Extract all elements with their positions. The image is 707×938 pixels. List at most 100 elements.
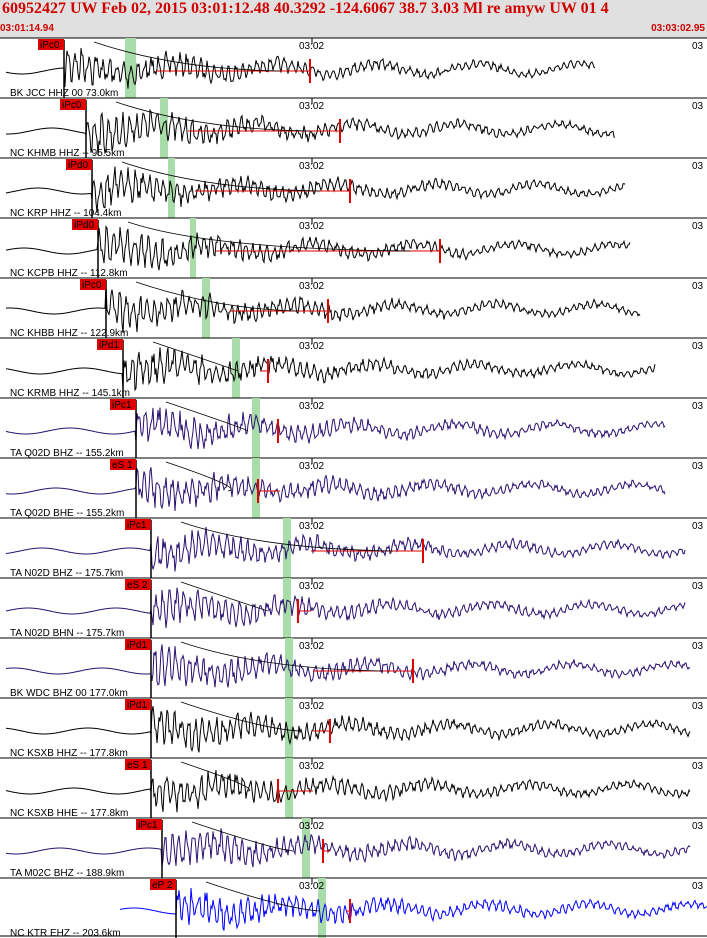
trace-row[interactable]: 03:02 03 iPd1 BK WDC BHZ 00 177.0km — [0, 637, 707, 699]
pick-label: iPd0 — [74, 220, 94, 231]
time-tick-label: 03:02 — [299, 821, 324, 832]
trace-row[interactable]: 03:02 03 iPd0 NC KRP HHZ -- 104.4km — [0, 157, 707, 219]
station-label: BK JCC HHZ 00 73.0km — [10, 88, 118, 99]
station-label: NC KRP HHZ -- 104.4km — [10, 208, 122, 219]
edge-time-label: 03 — [692, 281, 704, 292]
trace-row[interactable]: 03:02 03 iPc0 NC KHBB HHZ -- 122.9km — [0, 277, 707, 339]
pick-label: iPc1 — [127, 520, 147, 531]
envelope-curve — [180, 521, 394, 552]
pick-label: iPd1 — [127, 640, 147, 651]
pick-label: iPd1 — [127, 700, 147, 711]
station-label: TA Q02D BHE -- 155.2km — [10, 508, 124, 519]
station-label: TA N02D BHZ -- 175.7km — [10, 568, 123, 579]
envelope-curve — [165, 401, 249, 432]
trace-row[interactable]: 03:02 03 iPc0 BK JCC HHZ 00 73.0km — [0, 37, 707, 99]
trace-row[interactable]: 03:02 03 iPd1 NC KSXB HHZ -- 177.8km — [0, 697, 707, 759]
phase-window — [318, 878, 326, 938]
pick-label: iPd0 — [68, 160, 88, 171]
station-label: BK WDC BHZ 00 177.0km — [10, 688, 128, 699]
trace-row[interactable]: 03:02 03 iPc1 TA Q02D BHZ -- 155.2km — [0, 397, 707, 459]
pick-flag[interactable] — [110, 399, 136, 410]
waveform — [5, 347, 656, 392]
envelope-curve — [191, 821, 294, 852]
waveform — [5, 48, 596, 89]
phase-window — [190, 218, 196, 278]
pick-flag[interactable] — [125, 519, 151, 530]
pick-label: iPc0 — [62, 100, 82, 111]
edge-time-label: 03 — [692, 881, 704, 892]
pick-flag[interactable] — [125, 759, 151, 770]
pick-flag[interactable] — [80, 279, 106, 290]
waveform — [5, 769, 691, 813]
start-time-label: 03:01:14.94 — [0, 23, 54, 34]
edge-time-label: 03 — [692, 701, 704, 712]
pick-flag[interactable] — [150, 879, 176, 890]
envelope-curve — [180, 761, 251, 792]
phase-window — [202, 278, 210, 338]
pick-label: eS 1 — [112, 460, 133, 471]
trace-row[interactable]: 03:02 03 eS 1 TA Q02D BHE -- 155.2km — [0, 457, 707, 519]
trace-row[interactable]: 03:02 03 iPc1 TA N02D BHZ -- 175.7km — [0, 517, 707, 579]
waveform — [6, 108, 616, 156]
envelope-curve — [93, 41, 281, 72]
waveform — [5, 706, 691, 753]
waveform — [5, 644, 691, 688]
edge-time-label: 03 — [692, 401, 704, 412]
pick-flag[interactable] — [136, 819, 162, 830]
edge-time-label: 03 — [692, 341, 704, 352]
station-label: NC KHMB HHZ -- 95.5km — [10, 148, 124, 159]
phase-window — [285, 698, 293, 758]
pick-label: iPc1 — [112, 400, 132, 411]
waveform — [5, 467, 666, 512]
waveform — [5, 225, 631, 271]
trace-row[interactable]: 03:02 03 iPd1 NC KRMB HHZ -- 145.1km — [0, 337, 707, 399]
waveform — [6, 284, 641, 333]
time-tick-label: 03:02 — [299, 161, 324, 172]
envelope-curve — [180, 581, 269, 612]
pick-flag[interactable] — [60, 99, 86, 110]
edge-time-label: 03 — [692, 41, 704, 52]
pick-flag[interactable] — [125, 699, 151, 710]
envelope-curve — [121, 161, 321, 192]
edge-time-label: 03 — [692, 221, 704, 232]
pick-flag[interactable] — [125, 639, 151, 650]
pick-flag[interactable] — [97, 339, 123, 350]
pick-label: eP 2 — [152, 880, 173, 891]
pick-label: iPc0 — [40, 40, 60, 51]
phase-window — [283, 578, 291, 638]
pick-label: eS 1 — [127, 760, 148, 771]
station-label: NC KTR EHZ -- 203.6km — [10, 928, 121, 938]
station-label: TA Q02D BHZ -- 155.2km — [10, 448, 124, 459]
trace-row[interactable]: 03:02 03 iPd0 NC KCPB HHZ -- 112.8km — [0, 217, 707, 279]
edge-time-label: 03 — [692, 761, 704, 772]
envelope-curve — [165, 461, 232, 492]
pick-label: iPd1 — [99, 340, 119, 351]
time-tick-label: 03:02 — [299, 41, 324, 52]
envelope-curve — [152, 341, 239, 372]
pick-flag[interactable] — [110, 459, 136, 470]
pick-flag[interactable] — [38, 39, 64, 50]
phase-window — [160, 98, 168, 158]
waveform — [5, 526, 686, 572]
trace-row[interactable]: 03:02 03 iPc0 NC KHMB HHZ -- 95.5km — [0, 97, 707, 159]
station-label: TA M02C BHZ -- 188.9km — [10, 868, 124, 879]
phase-window — [283, 518, 291, 578]
pick-label: eS 2 — [127, 580, 148, 591]
pick-flag[interactable] — [66, 159, 92, 170]
edge-time-label: 03 — [692, 101, 704, 112]
trace-row[interactable]: 03:02 03 eS 2 TA N02D BHN -- 175.7km — [0, 577, 707, 639]
trace-row[interactable]: 03:02 03 iPc1 TA M02C BHZ -- 188.9km — [0, 817, 707, 879]
waveform — [119, 887, 707, 931]
waveform — [5, 828, 691, 868]
pick-flag[interactable] — [125, 579, 151, 590]
edge-time-label: 03 — [692, 521, 704, 532]
envelope-curve — [180, 701, 301, 732]
pick-flag[interactable] — [72, 219, 98, 230]
phase-window — [252, 458, 260, 518]
trace-row[interactable]: 03:02 03 eP 2 NC KTR EHZ -- 203.6km — [0, 877, 707, 938]
phase-window — [285, 758, 293, 818]
waveform — [5, 587, 686, 628]
trace-row[interactable]: 03:02 03 eS 1 NC KSXB HHE -- 177.8km — [0, 757, 707, 819]
pick-label: iPc0 — [82, 280, 102, 291]
